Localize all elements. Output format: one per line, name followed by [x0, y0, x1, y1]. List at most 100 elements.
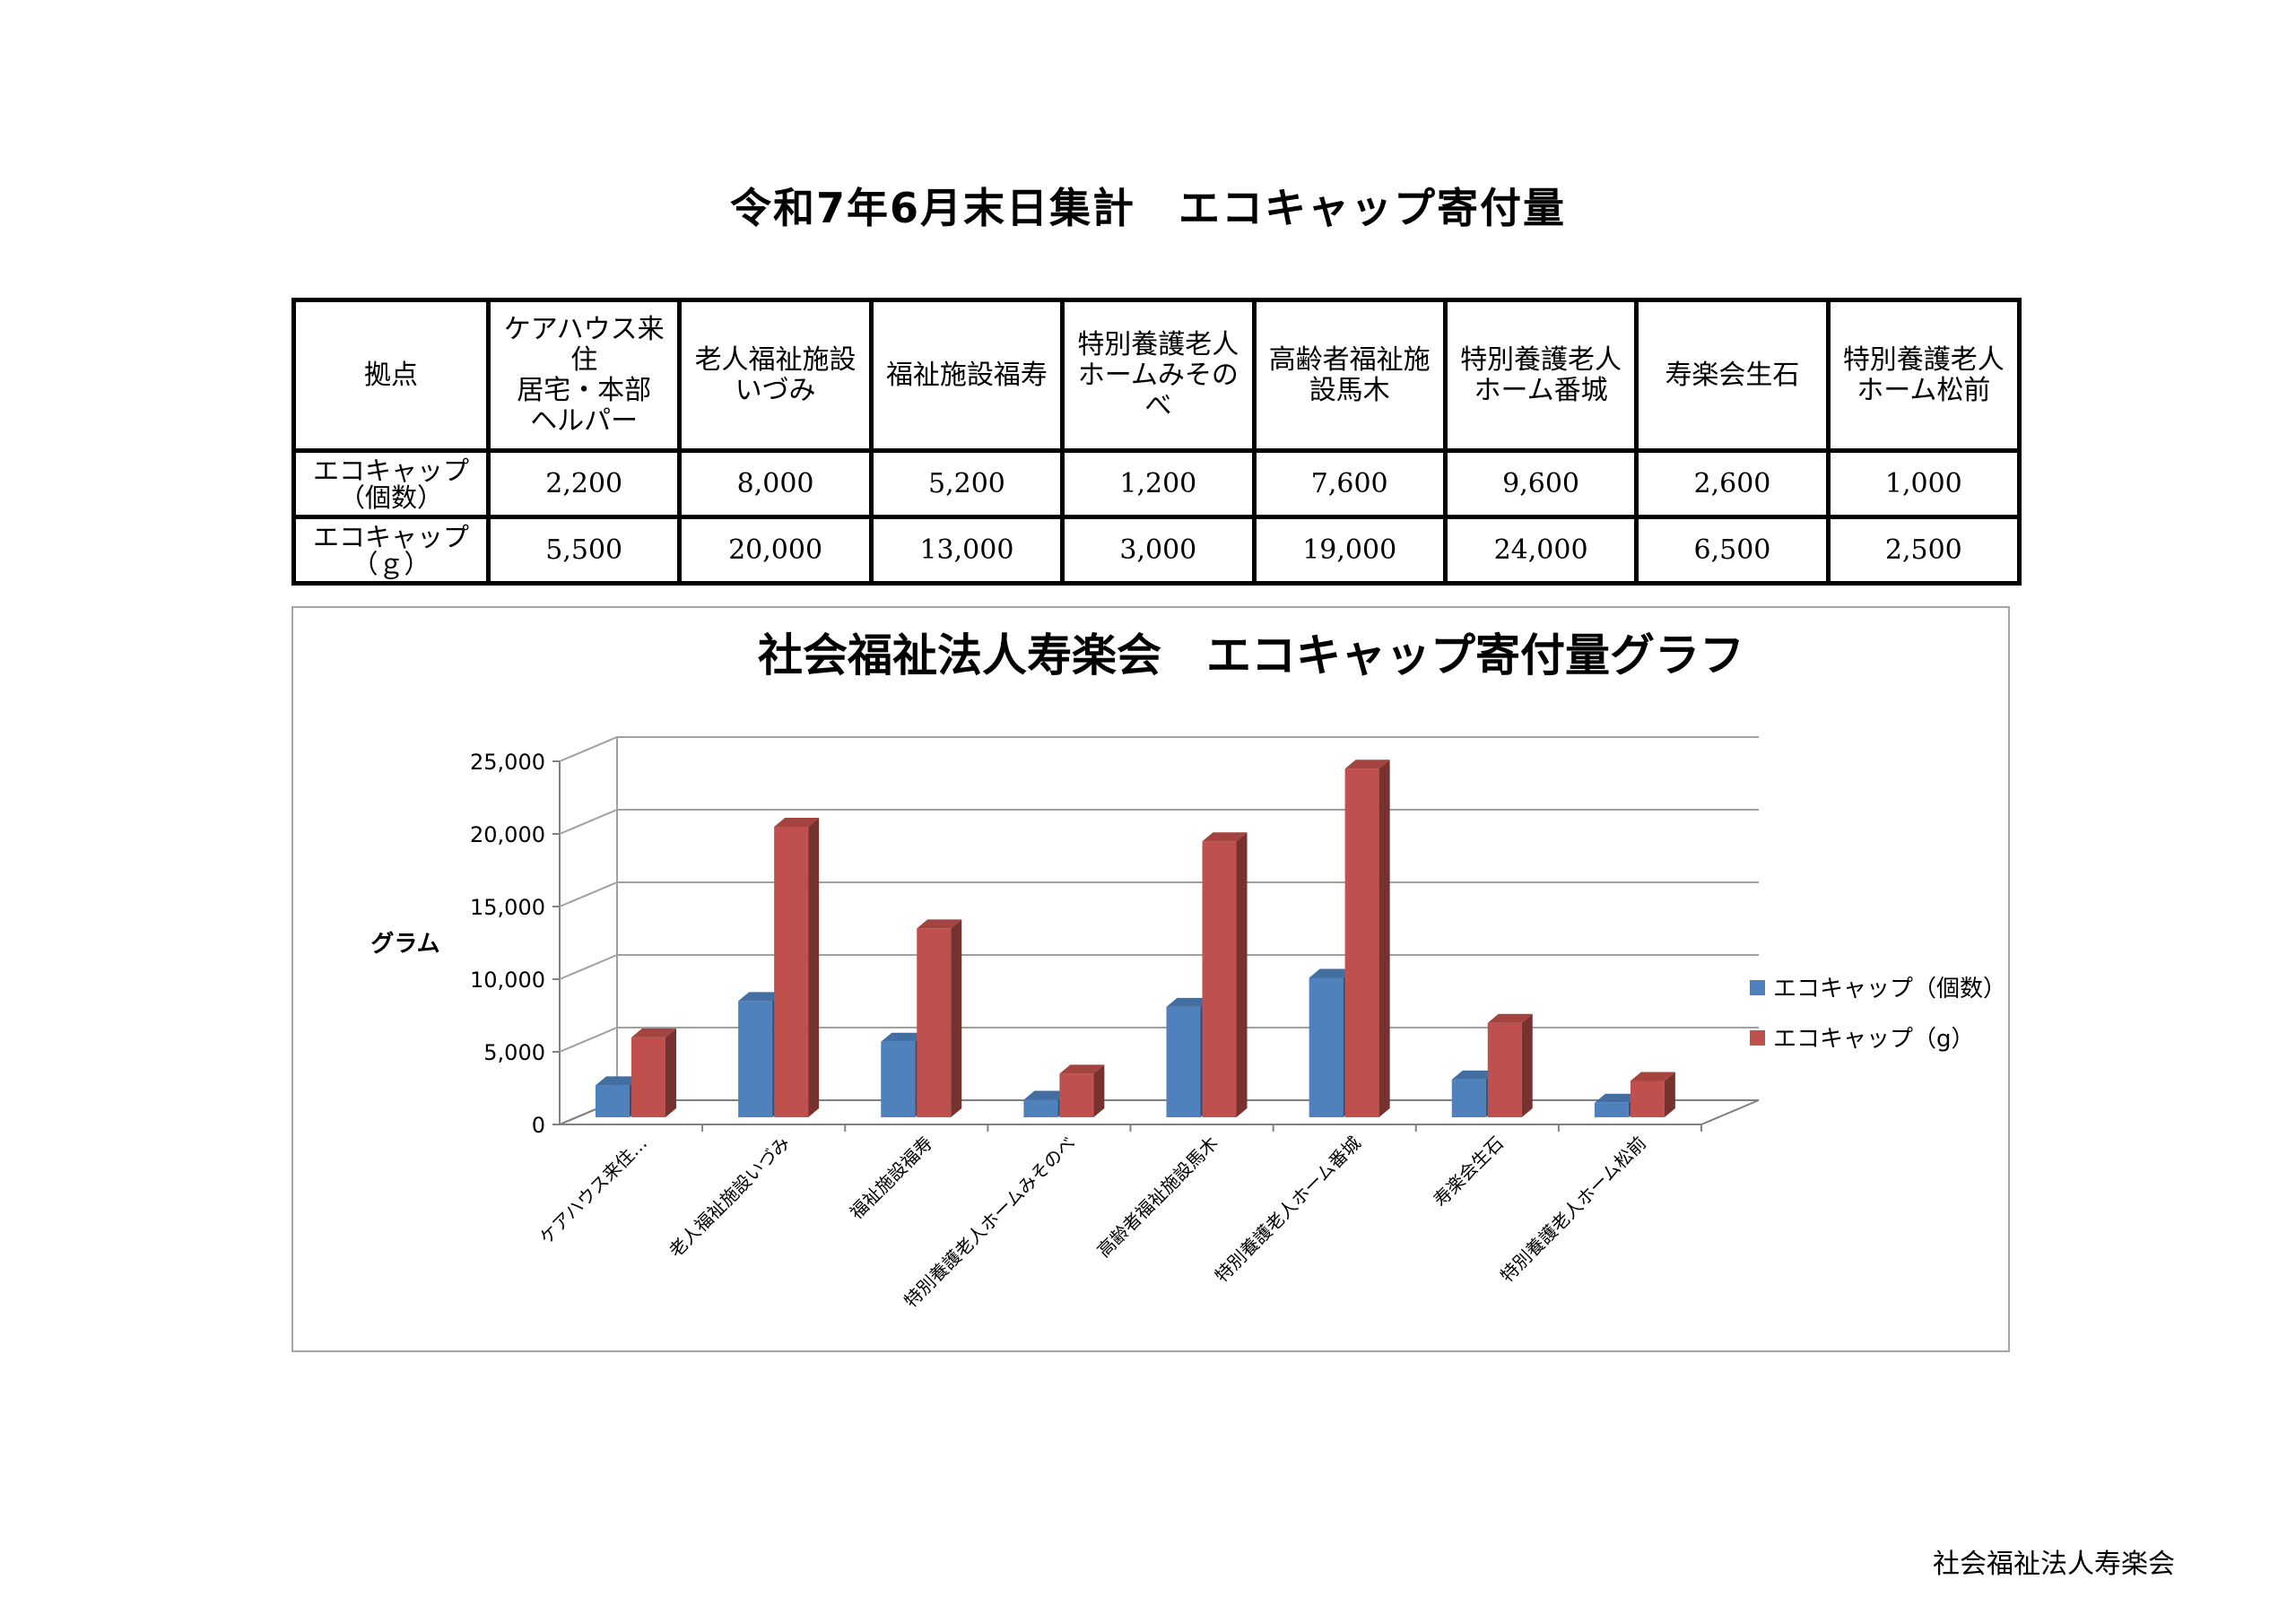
bar-grams — [1344, 759, 1390, 1117]
gridline — [559, 809, 1759, 835]
x-tick-label: 福祉施設福寿 — [846, 1133, 937, 1224]
table-cell: 2,600 — [1634, 448, 1831, 519]
page-title: 令和7年6月末日集計 エコキャップ寄付量 — [729, 184, 1566, 232]
bar-side — [1236, 832, 1248, 1117]
table-cell: 2,200 — [485, 448, 683, 519]
bar-front — [738, 1001, 773, 1117]
bar-grams — [1487, 1013, 1533, 1117]
bar-side — [951, 919, 962, 1117]
bar-front — [1023, 1099, 1058, 1117]
bar-front — [774, 827, 809, 1117]
x-tick-label: 老人福祉施設いづみ — [665, 1133, 794, 1262]
gridline — [559, 881, 1759, 907]
bar-top — [881, 1032, 926, 1042]
bar-front — [1309, 977, 1344, 1117]
bar-front — [1202, 841, 1237, 1117]
x-tick-label: ケアハウス来住… — [535, 1133, 652, 1249]
bar-grams — [631, 1028, 676, 1117]
table-cell: 20,000 — [677, 515, 874, 586]
table-cell: 6,500 — [1634, 515, 1831, 586]
bar-front — [596, 1085, 630, 1117]
bar-top — [1630, 1072, 1675, 1081]
column-header: 特別養護老人 ホーム番城 — [1442, 298, 1639, 453]
bar-side — [1093, 1064, 1105, 1117]
column-header: 老人福祉施設 いづみ — [677, 298, 874, 453]
table-cell: 13,000 — [868, 515, 1065, 586]
bar-top — [1451, 1070, 1497, 1080]
y-tick-label: 25,000 — [470, 750, 545, 775]
bar-side — [1378, 759, 1390, 1117]
column-header: 寿楽会生石 — [1634, 298, 1831, 453]
bar-front — [1059, 1073, 1094, 1117]
bar-grams — [1059, 1064, 1105, 1117]
table-cell: 1,200 — [1060, 448, 1257, 519]
bar-top — [1487, 1013, 1533, 1023]
table-row-grams: エコキャップ （ｇ） 5,500 20,000 13,000 3,000 19,… — [291, 515, 2022, 586]
bar-top — [1594, 1093, 1639, 1103]
chart-title: 社会福祉法人寿楽会 エコキャップ寄付量グラフ — [758, 629, 1744, 681]
bar-side — [808, 818, 820, 1117]
bar-chart: 社会福祉法人寿楽会 エコキャップ寄付量グラフ 0 5,000 10,000 15,000… — [370, 629, 2006, 1312]
donation-table: 拠点 ケアハウス来 住 居宅・本部 ヘルパー 老人福祉施設 いづみ 福祉施設福寿… — [291, 298, 2022, 586]
table-cell: 19,000 — [1251, 515, 1448, 586]
bar-top — [1202, 832, 1248, 842]
column-header: 福祉施設福寿 — [868, 298, 1065, 453]
column-header: 高齢者福祉施 設馬木 — [1251, 298, 1448, 453]
table-row-count: エコキャップ （個数） 2,200 8,000 5,200 1,200 7,60… — [291, 448, 2022, 519]
bar-top — [1309, 968, 1354, 978]
table-cell: 7,600 — [1251, 448, 1448, 519]
y-tick-label: 0 — [532, 1113, 545, 1138]
legend-swatch — [1750, 980, 1765, 995]
x-tick-label: 寿楽会生石 — [1429, 1133, 1508, 1211]
table-cell: 3,000 — [1060, 515, 1257, 586]
footer-organization: 社会福祉法人寿楽会 — [1933, 1549, 2175, 1580]
bar-top — [774, 818, 820, 827]
legend-swatch — [1750, 1030, 1765, 1046]
bar-front — [917, 928, 952, 1117]
table-header-row: 拠点 ケアハウス来 住 居宅・本部 ヘルパー 老人福祉施設 いづみ 福祉施設福寿… — [291, 298, 2022, 453]
bar-grams — [917, 919, 962, 1117]
bar-front — [1166, 1006, 1201, 1117]
bar-front — [1487, 1022, 1522, 1117]
gridline — [559, 736, 1759, 762]
bar-grams — [1202, 832, 1248, 1117]
bar-front — [1451, 1079, 1486, 1117]
legend-label: エコキャップ（個数） — [1773, 976, 2006, 1002]
bar-top — [1059, 1064, 1105, 1074]
bar-side — [665, 1028, 676, 1117]
table-cell: 2,500 — [1825, 515, 2022, 586]
bar-front — [631, 1037, 665, 1117]
bar-top — [738, 992, 784, 1002]
bar-front — [881, 1041, 916, 1117]
table-cell: 8,000 — [677, 448, 874, 519]
column-header: ケアハウス来 住 居宅・本部 ヘルパー — [485, 298, 683, 453]
bar-grams — [774, 818, 820, 1117]
bar-top — [1344, 759, 1390, 769]
gridline — [559, 954, 1759, 980]
table-cell: 1,000 — [1825, 448, 2022, 519]
corner-label: 拠点 — [291, 298, 491, 453]
column-header: 特別養護老人 ホーム松前 — [1825, 298, 2022, 453]
bar-top — [596, 1076, 640, 1086]
table-cell: 24,000 — [1442, 515, 1639, 586]
bar-top — [917, 919, 962, 929]
x-tick-label: 高齢者福祉施設馬木 — [1092, 1133, 1222, 1262]
bar-front — [1594, 1102, 1629, 1117]
table-cell: 5,200 — [868, 448, 1065, 519]
bar-top — [631, 1028, 676, 1037]
y-tick-label: 15,000 — [470, 895, 545, 920]
legend-label: エコキャップ（g） — [1773, 1026, 1975, 1053]
bar-top — [1023, 1090, 1069, 1100]
bar-side — [1521, 1013, 1533, 1117]
table-cell: 9,600 — [1442, 448, 1639, 519]
y-tick-label: 5,000 — [483, 1040, 545, 1065]
bar-grams — [1630, 1072, 1675, 1117]
y-tick-label: 20,000 — [470, 822, 545, 847]
bar-side — [1664, 1072, 1675, 1117]
x-tick-label: 特別養護老人ホーム番城 — [1211, 1133, 1365, 1287]
x-tick-label: 特別養護老人ホームみそのべ — [900, 1133, 1079, 1312]
chart-frame: 社会福祉法人寿楽会 エコキャップ寄付量グラフ 0 5,000 10,000 15,000… — [291, 606, 2010, 1352]
bar-front — [1630, 1081, 1665, 1117]
y-tick-label: 10,000 — [470, 968, 545, 993]
bar-front — [1344, 768, 1379, 1117]
